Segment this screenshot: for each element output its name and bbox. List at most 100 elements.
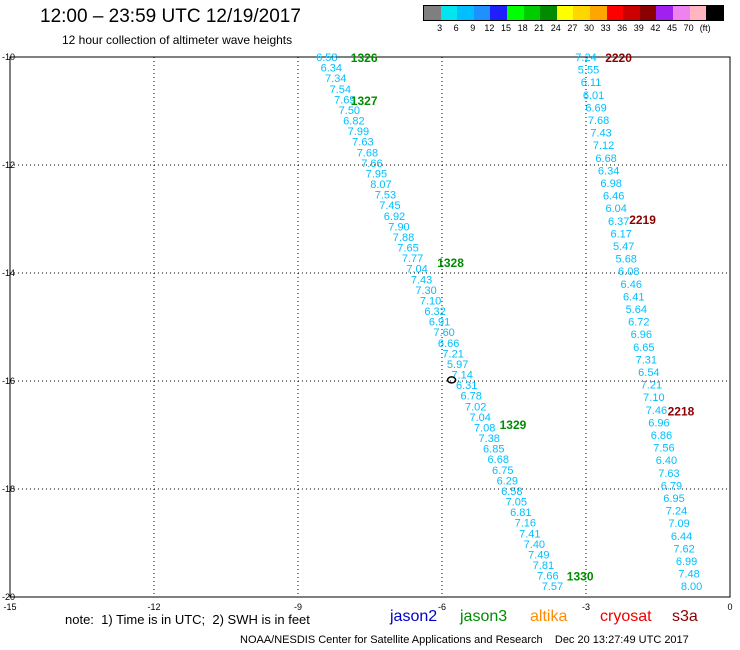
track-a-swh-value: 7.69: [334, 94, 355, 106]
satellite-jason3-label: jason3: [460, 608, 508, 625]
track-b-swh-value: 6.17: [610, 228, 631, 240]
track-a-swh-value: 5.97: [447, 359, 468, 371]
lon-tick-label: -6: [438, 602, 446, 612]
lon-tick-label: 0: [727, 602, 732, 612]
track-b-swh-value: 6.65: [633, 342, 654, 354]
satellite-altika-label: altika: [530, 608, 568, 625]
track-a-swh-value: 7.63: [352, 137, 373, 149]
legend-swatch: [639, 6, 657, 20]
legend-label: 45: [666, 23, 678, 33]
legend-swatch: [424, 6, 441, 20]
track-b-swh-value: 5.64: [626, 304, 647, 316]
legend-swatch: [440, 6, 458, 20]
track-a-swh-value: 7.04: [406, 264, 427, 276]
track-a-swh-value: 6.29: [497, 475, 518, 487]
legend-label: 21: [534, 23, 545, 33]
lat-tick-label: -14: [2, 268, 15, 278]
track-a-swh-value: 7.65: [397, 243, 418, 255]
track-b-swh-value: 7.31: [636, 354, 657, 366]
lat-tick-label: -16: [2, 376, 15, 386]
track-b-swh-value: 6.95: [663, 493, 684, 505]
legend-label: 15: [500, 23, 512, 33]
satellite-s3a-label: s3a: [672, 608, 698, 625]
legend-label: 36: [617, 23, 628, 33]
pass-time-label: 1328: [437, 256, 464, 270]
legend-swatch: [656, 6, 673, 20]
track-b-swh-value: 6.54: [638, 367, 659, 379]
satellite-jason2-label: jason2: [390, 608, 438, 625]
track-a-swh-value: 7.38: [479, 433, 500, 445]
legend-label: 12: [484, 23, 495, 33]
track-a-swh-value: 7.40: [524, 539, 545, 551]
legend-label: 70: [683, 23, 694, 33]
legend-swatch: [506, 6, 524, 20]
track-a-swh-value: 7.53: [375, 190, 396, 202]
track-a-swh-value: 7.90: [388, 221, 409, 233]
track-a-swh-value: 6.91: [429, 317, 450, 329]
track-b-swh-value: 5.68: [616, 254, 637, 266]
track-a-swh-value: 6.34: [321, 63, 342, 75]
track-b-swh-value: 7.46: [646, 405, 667, 417]
track-a-swh-value: 7.05: [506, 497, 527, 509]
track-a-swh-value: 8.07: [370, 179, 391, 191]
track-b-swh-value: 6.41: [623, 291, 644, 303]
track-b-swh-value: 7.21: [641, 380, 662, 392]
legend-label: 6: [453, 23, 459, 33]
track-a-swh-value: 7.30: [415, 285, 436, 297]
track-a-swh-value: 6.58: [501, 486, 522, 498]
track-a-swh-value: 7.66: [537, 571, 558, 583]
track-a-swh-value: 7.99: [348, 126, 369, 138]
track-a-swh-value: 6.78: [460, 391, 481, 403]
legend-swatch: [606, 6, 624, 20]
legend-label: 42: [650, 23, 661, 33]
legend-label: 27: [567, 23, 578, 33]
track-a-swh-value: 6.32: [424, 306, 445, 318]
track-a-swh-value: 6.66: [438, 338, 459, 350]
lat-tick-label: -20: [2, 592, 15, 602]
legend-swatch: [490, 6, 507, 20]
track-a-swh-value: 7.04: [469, 412, 490, 424]
track-a-swh-value: 7.57: [542, 581, 563, 593]
legend-swatch: [623, 6, 640, 20]
pass-time-label: 2220: [605, 51, 632, 65]
track-b-swh-value: 7.12: [593, 140, 614, 152]
track-b-swh-value: 7.10: [643, 392, 664, 404]
legend-label: 30: [583, 23, 595, 33]
track-b-swh-value: 6.34: [598, 165, 619, 177]
legend-label: (ft): [699, 23, 711, 33]
track-a-swh-value: 7.08: [474, 422, 495, 434]
track-a-swh-value: 6.75: [492, 465, 513, 477]
track-b-swh-value: 6.11: [581, 77, 602, 89]
track-b-swh-value: 6.01: [583, 90, 604, 102]
track-b-swh-value: 7.24: [666, 506, 687, 518]
track-a-swh-value: 6.81: [510, 507, 531, 519]
legend-swatch: [589, 6, 607, 20]
legend-labels: 3 6 9 12 15 18 21 24 27 30 33 36 39 42 45 70 (ft): [423, 21, 724, 33]
track-b-swh-value: 6.72: [628, 317, 649, 329]
track-b-swh-value: 7.63: [658, 468, 679, 480]
track-a-swh-value: 7.34: [325, 73, 346, 85]
color-legend: 3 6 9 12 15 18 21 24 27 30 33 36 39 42 45 70 (ft): [423, 5, 724, 33]
track-b-swh-value: 6.68: [595, 153, 616, 165]
track-b-swh-value: 6.69: [585, 102, 606, 114]
track-b-swh-value: 6.86: [651, 430, 672, 442]
footer-credit: NOAA/NESDIS Center for Satellite Applica…: [240, 634, 689, 646]
track-a-swh-value: 7.14: [451, 370, 472, 382]
track-b-swh-value: 6.08: [618, 266, 639, 278]
legend-label: 9: [470, 23, 476, 33]
track-a-swh-value: 7.02: [465, 401, 486, 413]
track-b-swh-value: 6.04: [605, 203, 626, 215]
track-a-swh-value: 6.82: [343, 116, 364, 128]
track-b-swh-value: 5.47: [613, 241, 634, 253]
track-a-swh-value: 6.85: [483, 444, 504, 456]
units-note: note: 1) Time is in UTC; 2) SWH is in fe…: [65, 612, 310, 627]
track-a-swh-value: 7.68: [357, 147, 378, 159]
legend-swatch: [473, 6, 491, 20]
satellite-cryosat-label: cryosat: [600, 608, 652, 625]
track-a-swh-value: 7.49: [528, 549, 549, 561]
lat-tick-label: -12: [2, 160, 15, 170]
track-a-swh-value: 6.68: [488, 454, 509, 466]
legend-label: 33: [600, 23, 611, 33]
track-b-swh-value: 6.98: [600, 178, 621, 190]
